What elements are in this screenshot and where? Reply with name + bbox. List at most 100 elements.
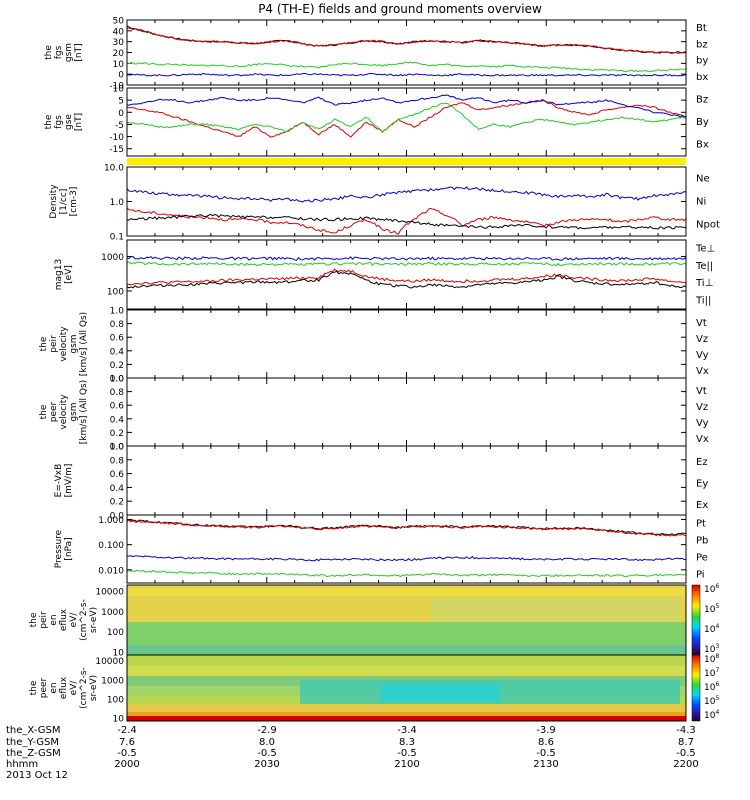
y-tick-label: 30 bbox=[113, 38, 125, 48]
series-bz-line bbox=[126, 27, 687, 54]
ion-spectrogram bbox=[127, 585, 686, 655]
colorbar-tick-exponent: 4 bbox=[715, 623, 719, 630]
y-axis-label: [nT] bbox=[74, 113, 84, 131]
legend-te: Te⊥ bbox=[695, 244, 715, 255]
legend-ez: Ez bbox=[696, 457, 708, 468]
colorbar-tick-exponent: 5 bbox=[715, 603, 719, 610]
legend-npot: Npot bbox=[696, 220, 720, 231]
x-gsm-tick: -2.9 bbox=[257, 725, 277, 736]
y-axis-label: (cm^2-s- bbox=[79, 599, 89, 641]
legend-ti: Ti⊥ bbox=[695, 278, 713, 289]
y-tick-label: 0.100 bbox=[98, 541, 124, 551]
y-axis-label: [cm-3] bbox=[69, 187, 79, 217]
colorbar-tick-label: 107 bbox=[704, 667, 719, 679]
legend-vt: Vt bbox=[696, 318, 707, 329]
colorbar-tick-label: 106 bbox=[704, 681, 719, 693]
y-axis-label: mag13 bbox=[54, 259, 64, 290]
legend-bx: bx bbox=[696, 72, 708, 83]
colorbar-tick-label: 105 bbox=[704, 695, 719, 707]
series-ni-line bbox=[126, 213, 687, 230]
hhmm-tick: 2130 bbox=[533, 759, 558, 770]
y-axis-label: the bbox=[39, 336, 49, 351]
colorbar-tick-exponent: 7 bbox=[715, 667, 719, 674]
y-tick-label: 0.4 bbox=[110, 415, 125, 425]
x-gsm-tick: -4.3 bbox=[676, 725, 696, 736]
legend-te: Te|| bbox=[695, 261, 713, 272]
y-gsm-tick: 7.6 bbox=[119, 737, 135, 748]
y-tick-label: 0.2 bbox=[110, 429, 124, 439]
y-gsm-tick: 8.6 bbox=[538, 737, 554, 748]
y-axis-label: gse bbox=[64, 114, 74, 130]
z-gsm-tick: -0.5 bbox=[536, 748, 556, 759]
legend-ti: Ti|| bbox=[695, 295, 711, 306]
electron-spectrogram bbox=[127, 655, 686, 721]
x-gsm-tick: -2.4 bbox=[117, 725, 137, 736]
y-axis-label: [nT] bbox=[74, 43, 84, 61]
series-by-line bbox=[126, 102, 687, 133]
colorbar-tick-exponent: 5 bbox=[715, 695, 719, 702]
y-tick-label: 40 bbox=[113, 27, 125, 37]
panel-peir-velocity: the peir velocity gsm [km/s] (All Qs) 0.0 0.2 0… bbox=[39, 307, 709, 385]
series-ti-line bbox=[126, 261, 687, 267]
panel-frame bbox=[126, 309, 687, 379]
y-tick-label: 10.0 bbox=[104, 164, 124, 174]
y-axis-label: [eV] bbox=[64, 265, 74, 284]
y-tick-label: -15 bbox=[109, 145, 124, 155]
legend-bx: Bx bbox=[696, 140, 709, 151]
y-gsm-tick: 8.7 bbox=[678, 737, 694, 748]
row-label-x-gsm: the_X-GSM bbox=[6, 725, 60, 736]
legend-bz: bz bbox=[696, 39, 708, 50]
series-te-line bbox=[126, 268, 687, 286]
panel-frame bbox=[126, 19, 687, 86]
panel-pressure: Pressure [nPa] 0.010 0.100 1.000 Pt Pb Pe Pi bbox=[54, 515, 708, 583]
y-tick-label: 1.0 bbox=[110, 307, 125, 317]
legend-pb: Pb bbox=[696, 536, 708, 547]
y-axis-label: eflux bbox=[59, 608, 69, 631]
y-tick-label: 0.0 bbox=[110, 512, 125, 522]
y-axis-label: fgs bbox=[54, 115, 64, 129]
panel-frame bbox=[126, 377, 687, 447]
hhmm-tick: 2100 bbox=[394, 759, 419, 770]
legend-ey: Ey bbox=[696, 479, 708, 490]
colorbar-tick-exponent: 6 bbox=[715, 681, 719, 688]
y-axis-label: peer bbox=[39, 677, 49, 698]
panel-density: Density [1/cc] [cm-3] 0.1 1.0 10.0 Ne Ni Npot bbox=[49, 164, 720, 243]
y-axis-label: en bbox=[49, 614, 59, 625]
y-axis-label: sr-eV) bbox=[89, 607, 99, 633]
y-axis-label: gsm bbox=[64, 43, 74, 62]
panel-temperature: mag13 [eV] 100 1000 Te⊥ Te|| Ti⊥ Ti|| bbox=[54, 240, 715, 309]
y-axis-label: Pressure bbox=[54, 529, 64, 568]
series-bx-line bbox=[126, 94, 687, 118]
chart-title: P4 (TH-E) fields and ground moments over… bbox=[258, 2, 542, 16]
y-tick-label: 5 bbox=[118, 97, 124, 107]
y-tick-label: 0.6 bbox=[110, 402, 125, 412]
y-tick-label: 1000 bbox=[101, 608, 124, 618]
y-tick-label: 1.0 bbox=[110, 443, 125, 453]
x-axis-labels: the_X-GSM the_Y-GSM the_Z-GSM hhmm 2013 … bbox=[6, 725, 699, 781]
series-bx-line bbox=[127, 72, 687, 77]
y-tick-label: 100 bbox=[107, 628, 124, 638]
y-tick-label: -10 bbox=[109, 133, 124, 143]
y-axis-label: the bbox=[39, 404, 49, 419]
y-axis-label: peir bbox=[49, 335, 59, 353]
colorbar-tick-label: 108 bbox=[704, 653, 719, 665]
y-tick-label: 20 bbox=[113, 49, 125, 59]
y-axis-label: E=-VxB bbox=[54, 464, 64, 498]
y-axis-label: (cm^2-s- bbox=[79, 667, 89, 709]
y-tick-label: 10 bbox=[113, 85, 125, 95]
legend-ni: Ni bbox=[696, 197, 706, 208]
series-te-line bbox=[126, 270, 687, 289]
x-gsm-tick: -3.9 bbox=[536, 725, 556, 736]
legend-vt: Vt bbox=[696, 386, 707, 397]
series-pb-line bbox=[126, 519, 687, 537]
y-axis-label: eV/ bbox=[69, 680, 79, 696]
y-axis-label: peir bbox=[39, 611, 49, 629]
panel-efield: E=-VxB [mV/m] 0.0 0.2 0.4 0.6 0.8 1.0 Ez Ey Ex bbox=[54, 443, 708, 522]
legend-bt: Bt bbox=[696, 23, 707, 34]
y-tick-label: 0.0 bbox=[110, 375, 125, 385]
y-tick-label: 0.8 bbox=[110, 388, 125, 398]
panel-peer-velocity: the peer velocity gsm [km/s] (All Qs) 0.0 0.2 0… bbox=[39, 375, 709, 453]
legend-vy: Vy bbox=[696, 418, 709, 429]
electron-colorbar bbox=[691, 654, 701, 722]
